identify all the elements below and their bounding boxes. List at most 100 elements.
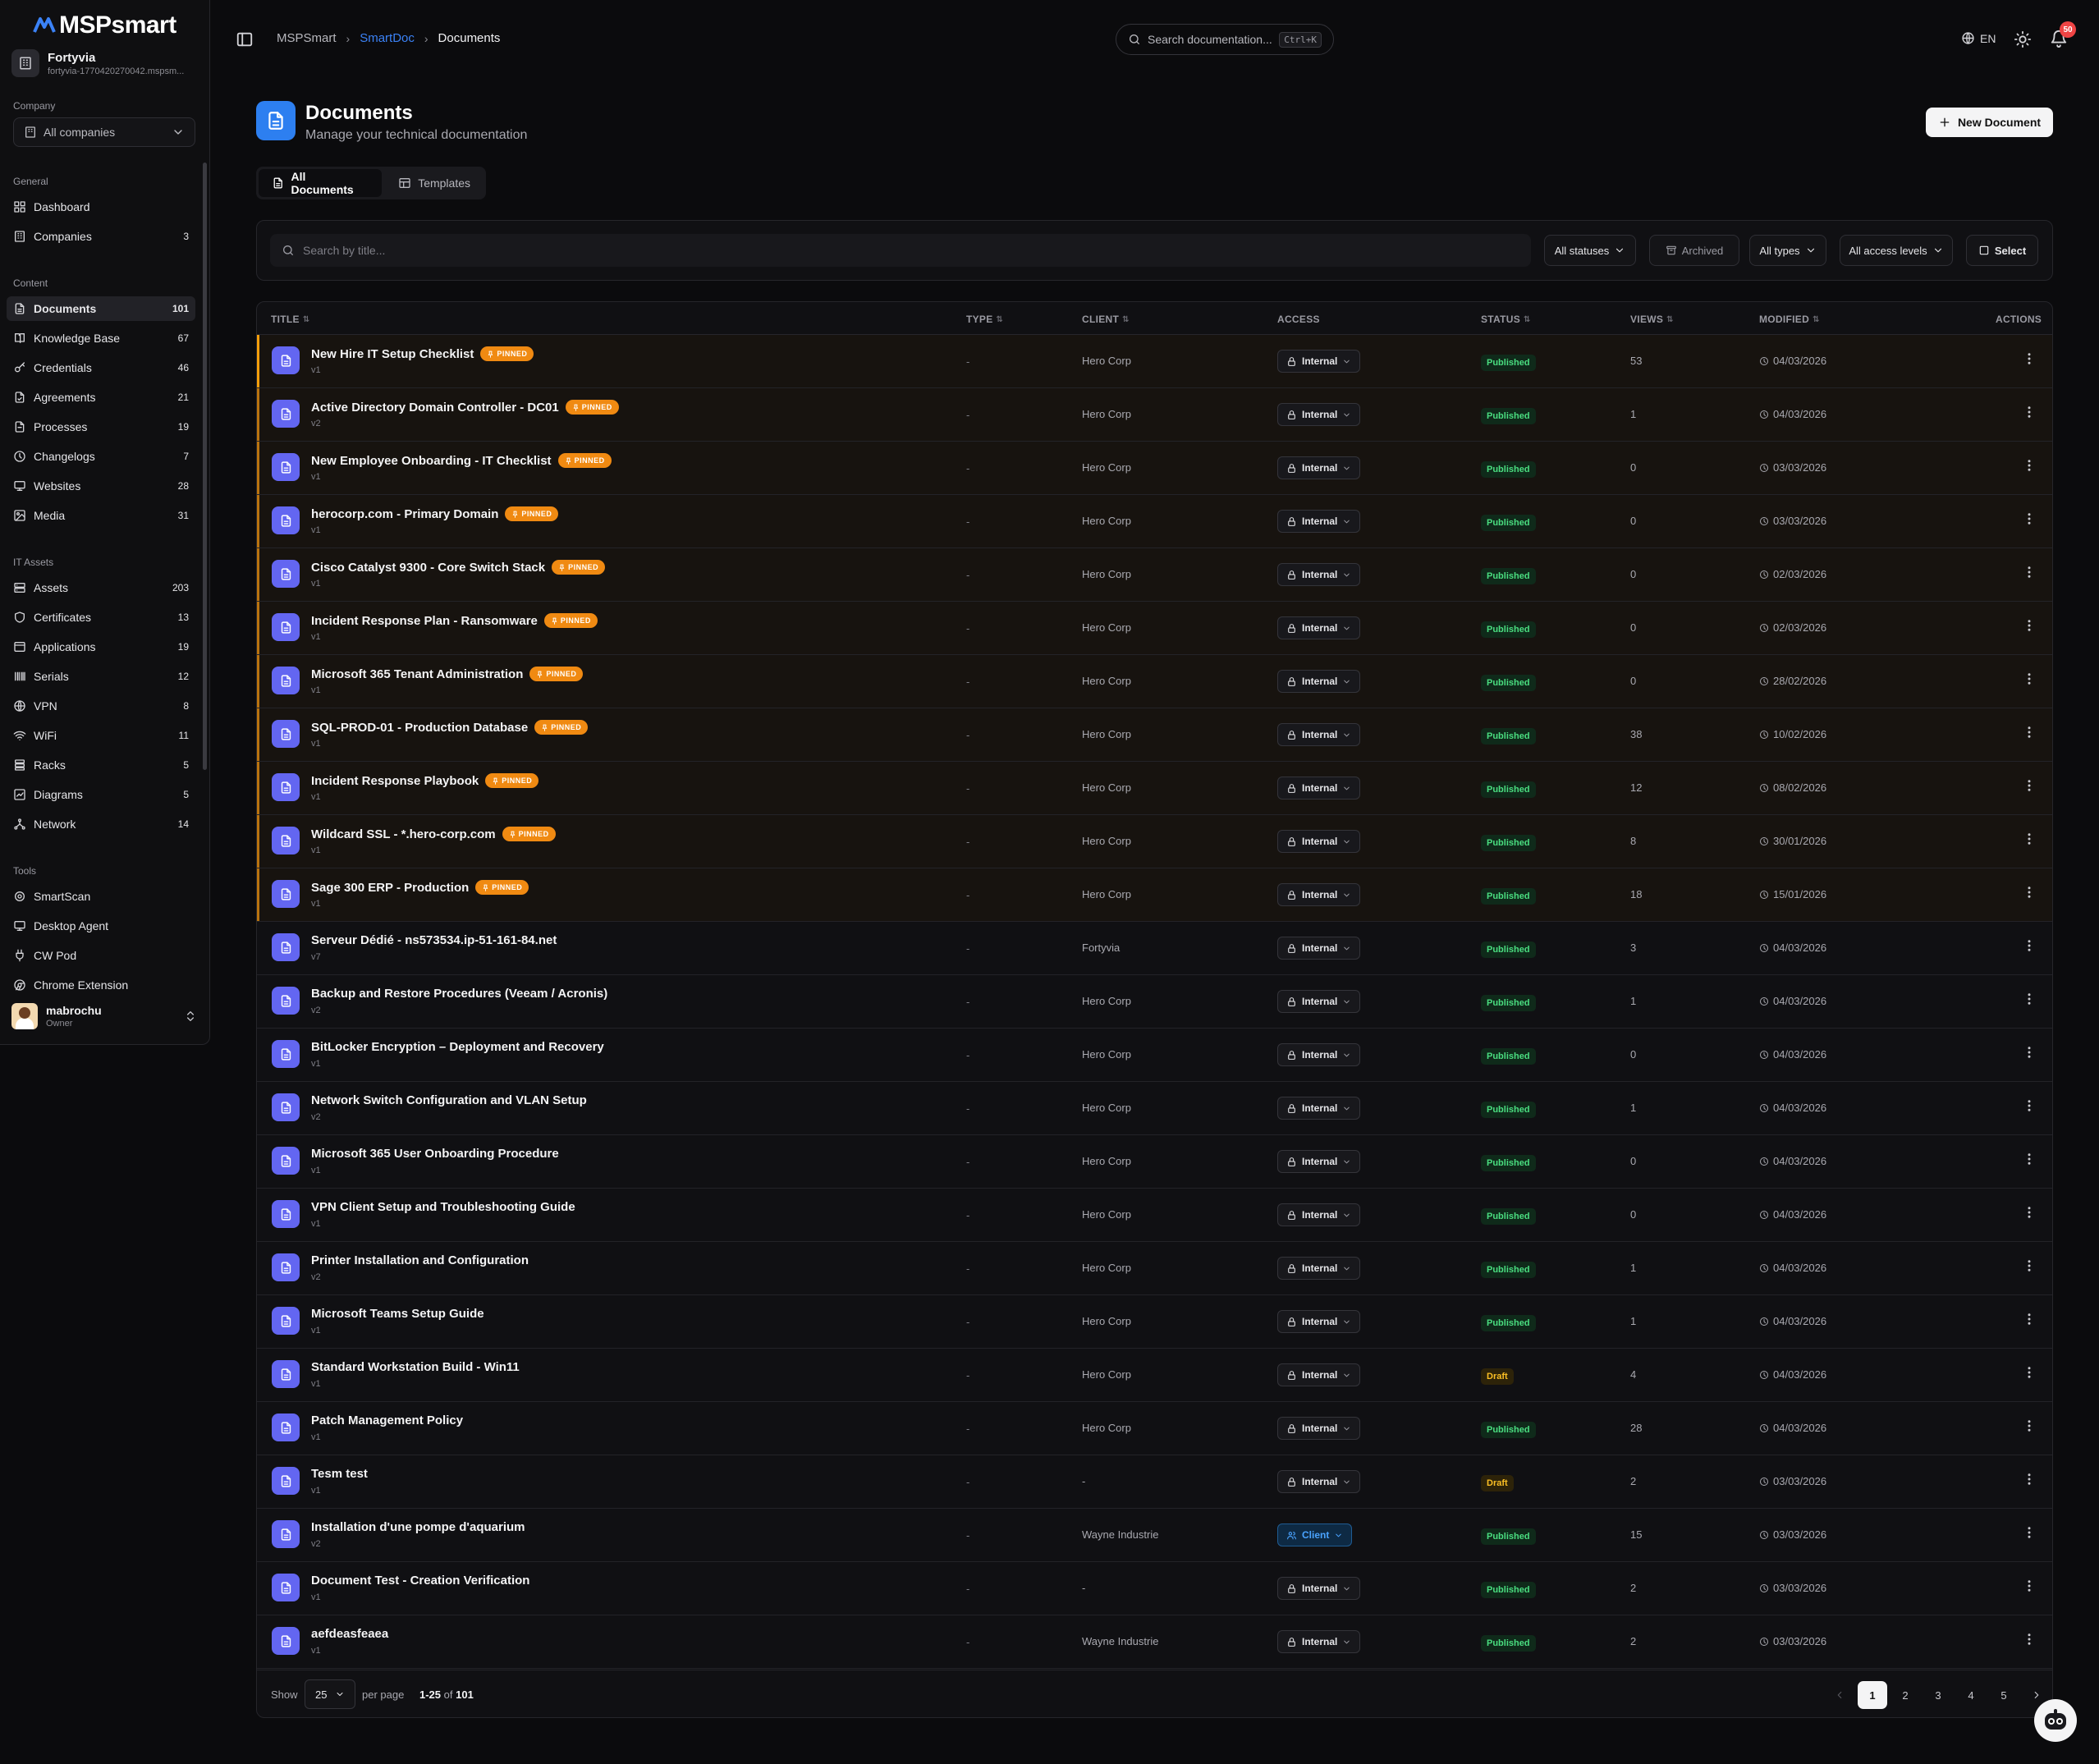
table-row[interactable]: Microsoft 365 User Onboarding Procedure v… [257,1135,2052,1189]
sidebar-item-certificates[interactable]: Certificates 13 [7,605,195,630]
sidebar-item-wifi[interactable]: WiFi 11 [7,723,195,748]
access-select[interactable]: Internal [1277,1043,1361,1066]
table-row[interactable]: aefdeasfeaea v1 - Wayne Industrie Internal Pu… [257,1615,2052,1669]
sidebar-item-credentials[interactable]: Credentials 46 [7,355,195,380]
table-row[interactable]: Incident Response Playbook PINNED v1 - Hero … [257,762,2052,815]
row-actions-icon[interactable] [2022,565,2037,580]
access-select[interactable]: Internal [1277,830,1361,853]
access-select[interactable]: Internal [1277,1097,1361,1120]
row-actions-icon[interactable] [2022,405,2037,419]
row-actions-icon[interactable] [2022,1098,2037,1113]
table-row[interactable]: BitLocker Encryption – Deployment and Re… [257,1029,2052,1082]
row-actions-icon[interactable] [2022,1472,2037,1487]
access-select[interactable]: Internal [1277,616,1361,639]
page-button[interactable]: 4 [1968,1688,1974,1702]
row-actions-icon[interactable] [2022,1525,2037,1540]
document-title-cell[interactable]: Active Directory Domain Controller - DC0… [311,400,619,415]
column-type[interactable]: TYPE ⇅ [966,314,1003,325]
document-title-cell[interactable]: Incident Response Playbook PINNED [311,773,539,788]
select-button[interactable]: Select [1966,235,2038,266]
breadcrumb-section[interactable]: SmartDoc [360,31,415,45]
sidebar-item-racks[interactable]: Racks 5 [7,753,195,777]
sidebar-item-vpn[interactable]: VPN 8 [7,694,195,718]
access-select[interactable]: Internal [1277,403,1361,426]
table-row[interactable]: Microsoft 365 Tenant Administration PINNE… [257,655,2052,708]
sidebar-item-changelogs[interactable]: Changelogs 7 [7,444,195,469]
document-title-cell[interactable]: aefdeasfeaea [311,1627,388,1641]
access-select[interactable]: Internal [1277,1470,1361,1493]
row-actions-icon[interactable] [2022,1045,2037,1060]
sidebar-item-dashboard[interactable]: Dashboard [7,195,195,219]
document-title-cell[interactable]: Cisco Catalyst 9300 - Core Switch Stack P… [311,560,606,575]
row-actions-icon[interactable] [2022,832,2037,846]
new-document-button[interactable]: New Document [1926,108,2053,137]
table-row[interactable]: Microsoft Teams Setup Guide v1 - Hero Corp I… [257,1295,2052,1349]
document-title-cell[interactable]: New Employee Onboarding - IT Checklist PI… [311,453,612,468]
sidebar-item-serials[interactable]: Serials 12 [7,664,195,689]
table-row[interactable]: Patch Management Policy v1 - Hero Corp Inter… [257,1402,2052,1455]
table-row[interactable]: Wildcard SSL - *.hero-corp.com PINNED v1 - H… [257,815,2052,868]
access-select[interactable]: Internal [1277,1310,1361,1333]
sidebar-item-cw-pod[interactable]: CW Pod [7,943,195,968]
row-actions-icon[interactable] [2022,671,2037,686]
table-row[interactable]: herocorp.com - Primary Domain PINNED v1 - He… [257,495,2052,548]
row-actions-icon[interactable] [2022,938,2037,953]
row-actions-icon[interactable] [2022,1258,2037,1273]
sidebar-item-smartscan[interactable]: SmartScan [7,884,195,909]
table-row[interactable]: SQL-PROD-01 - Production Database PINNED v… [257,708,2052,762]
access-select[interactable]: Internal [1277,510,1361,533]
column-client[interactable]: CLIENT ⇅ [1082,314,1130,325]
access-select[interactable]: Internal [1277,456,1361,479]
sidebar-item-websites[interactable]: Websites 28 [7,474,195,498]
tab-all-documents[interactable]: All Documents [259,169,383,197]
sidebar-item-agreements[interactable]: Agreements 21 [7,385,195,410]
page-button[interactable]: 2 [1902,1688,1909,1702]
table-row[interactable]: Installation d'une pompe d'aquarium v2 - Wa… [257,1509,2052,1562]
sidebar-item-companies[interactable]: Companies 3 [7,224,195,249]
table-row[interactable]: New Employee Onboarding - IT Checklist PI… [257,442,2052,495]
sidebar-item-chrome-extension[interactable]: Chrome Extension [7,973,195,997]
table-row[interactable]: Cisco Catalyst 9300 - Core Switch Stack P… [257,548,2052,602]
table-row[interactable]: Serveur Dédié - ns573534.ip-51-161-84.ne… [257,922,2052,975]
row-actions-icon[interactable] [2022,1418,2037,1433]
row-actions-icon[interactable] [2022,618,2037,633]
sidebar-item-knowledge-base[interactable]: Knowledge Base 67 [7,326,195,351]
table-row[interactable]: Active Directory Domain Controller - DC0… [257,388,2052,442]
access-select[interactable]: Internal [1277,990,1361,1013]
page-button[interactable]: 3 [1935,1688,1941,1702]
sidebar-item-processes[interactable]: Processes 19 [7,415,195,439]
document-title-cell[interactable]: Backup and Restore Procedures (Veeam / A… [311,987,607,1001]
row-actions-icon[interactable] [2022,458,2037,473]
type-filter[interactable]: All types [1749,235,1826,266]
sidebar-scrollbar[interactable] [203,163,207,770]
page-button[interactable]: 5 [2000,1688,2007,1702]
row-actions-icon[interactable] [2022,1632,2037,1647]
row-actions-icon[interactable] [2022,1312,2037,1326]
document-title-cell[interactable]: Incident Response Plan - Ransomware PINNE… [311,613,598,628]
sidebar-item-media[interactable]: Media 31 [7,503,195,528]
tab-templates[interactable]: Templates [385,169,484,197]
column-modified[interactable]: MODIFIED ⇅ [1759,314,1820,325]
access-select[interactable]: Internal [1277,350,1361,373]
access-select[interactable]: Internal [1277,777,1361,800]
language-switcher[interactable]: EN [1961,31,1996,45]
row-actions-icon[interactable] [2022,511,2037,526]
document-title-cell[interactable]: Microsoft 365 User Onboarding Procedure [311,1147,559,1161]
document-title-cell[interactable]: SQL-PROD-01 - Production Database PINNED [311,720,589,735]
row-actions-icon[interactable] [2022,885,2037,900]
document-title-cell[interactable]: Microsoft Teams Setup Guide [311,1307,484,1321]
table-row[interactable]: Incident Response Plan - Ransomware PINNE… [257,602,2052,655]
document-title-cell[interactable]: Network Switch Configuration and VLAN Se… [311,1093,587,1107]
brand-logo[interactable]: MSPsmart [33,11,176,39]
row-actions-icon[interactable] [2022,1205,2037,1220]
assistant-bot-button[interactable] [2034,1699,2077,1742]
access-select[interactable]: Internal [1277,1150,1361,1173]
column-status[interactable]: STATUS ⇅ [1481,314,1531,325]
row-actions-icon[interactable] [2022,351,2037,366]
sidebar-item-desktop-agent[interactable]: Desktop Agent [7,914,195,938]
title-search-input[interactable]: Search by title... [270,234,1531,267]
table-row[interactable]: VPN Client Setup and Troubleshooting Gui… [257,1189,2052,1242]
table-row[interactable]: New Hire IT Setup Checklist PINNED v1 - Hero… [257,335,2052,388]
document-title-cell[interactable]: Serveur Dédié - ns573534.ip-51-161-84.ne… [311,933,557,947]
row-actions-icon[interactable] [2022,778,2037,793]
